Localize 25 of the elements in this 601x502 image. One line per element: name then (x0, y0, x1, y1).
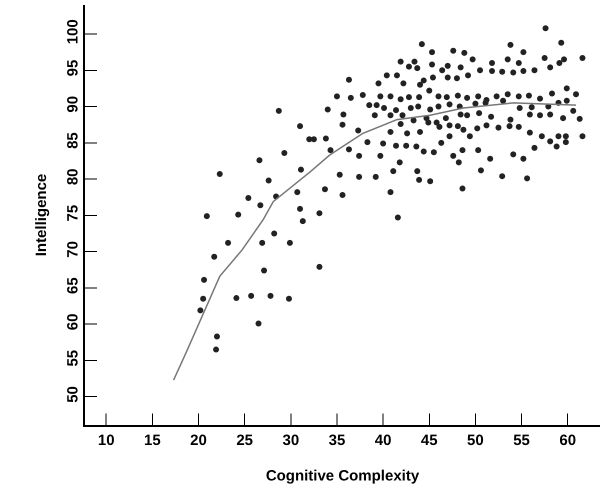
x-tick-label: 35 (328, 432, 346, 449)
y-tick-label: 65 (64, 277, 82, 294)
x-tick-label: 30 (282, 432, 300, 449)
x-tick-label: 50 (467, 432, 484, 449)
y-tick-label: 50 (64, 386, 82, 403)
x-tick-label: 10 (98, 432, 115, 449)
line-series (172, 102, 577, 381)
y-tick-label: 90 (64, 96, 82, 113)
x-axis-title: Cognitive Complexity (266, 467, 420, 484)
y-tick-label: 60 (64, 314, 82, 330)
x-tick-label: 25 (236, 432, 254, 449)
y-tick-label: 85 (64, 132, 82, 149)
y-tick-label: 75 (64, 204, 82, 222)
x-tick-label: 20 (190, 432, 207, 449)
y-tick-label: 80 (64, 168, 82, 186)
x-tick-label: 15 (144, 432, 161, 449)
x-tick-label: 60 (559, 432, 576, 449)
x-tick-label: 55 (513, 432, 530, 449)
y-axis-title: Intelligence (33, 174, 50, 256)
y-tick-label: 95 (64, 60, 82, 76)
y-tick-label: 70 (64, 241, 82, 258)
x-tick-label: 40 (374, 432, 392, 449)
x-tick-label: 45 (420, 432, 438, 449)
y-tick-label: 100 (64, 19, 82, 44)
y-tick-label: 55 (64, 350, 82, 367)
